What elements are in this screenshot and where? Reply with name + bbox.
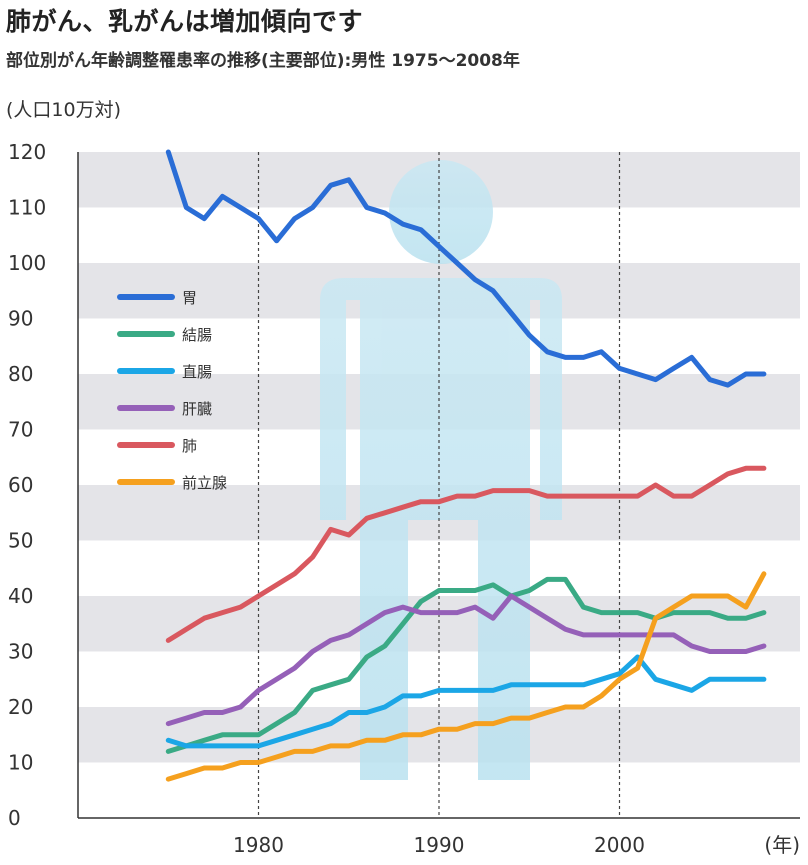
legend-label: 胃 <box>182 289 197 307</box>
series-line <box>165 593 767 727</box>
y-tick-label: 110 <box>8 196 46 220</box>
x-tick-label: 1990 <box>414 833 465 857</box>
x-axis-unit-label: (年) <box>764 833 800 857</box>
y-tick-label: 90 <box>8 307 33 331</box>
y-axis-unit-label: (人口10万対) <box>6 99 122 121</box>
axes <box>77 152 800 819</box>
vertical-gridlines <box>257 152 621 818</box>
y-tick-label: 50 <box>8 529 33 553</box>
y-tick-label: 80 <box>8 362 33 386</box>
y-tick-label: 40 <box>8 584 33 608</box>
x-tick-label: 2000 <box>594 833 645 857</box>
legend-label: 肺 <box>182 437 197 455</box>
y-tick-label: 70 <box>8 418 33 442</box>
series-line <box>165 654 767 749</box>
y-tick-label: 10 <box>8 751 33 775</box>
series-line <box>165 465 767 643</box>
x-tick-label: 1980 <box>233 833 284 857</box>
y-tick-label: 60 <box>8 473 33 497</box>
y-tick-label: 0 <box>8 806 21 830</box>
legend-label: 結腸 <box>182 326 212 344</box>
y-tick-label: 30 <box>8 640 33 664</box>
person-silhouette-illustration <box>320 160 562 780</box>
chart-subtitle: 部位別がん年齢調整罹患率の推移(主要部位):男性 1975〜2008年 <box>6 51 520 71</box>
series-lines <box>165 149 767 782</box>
chart-title: 肺がん、乳がんは増加傾向です <box>6 7 364 36</box>
series-line <box>165 149 767 388</box>
y-tick-label: 120 <box>8 140 46 164</box>
legend-label: 直腸 <box>182 363 212 381</box>
legend-label: 前立腺 <box>182 474 227 492</box>
series-line <box>165 571 767 782</box>
y-tick-labels: 0 10 20 30 40 50 60 70 80 90 100 110 120 <box>8 140 46 830</box>
x-tick-labels: 1980 1990 2000 <box>233 833 645 857</box>
y-tick-label: 100 <box>8 251 46 275</box>
legend-label: 肝臓 <box>182 400 212 418</box>
y-tick-label: 20 <box>8 695 33 719</box>
